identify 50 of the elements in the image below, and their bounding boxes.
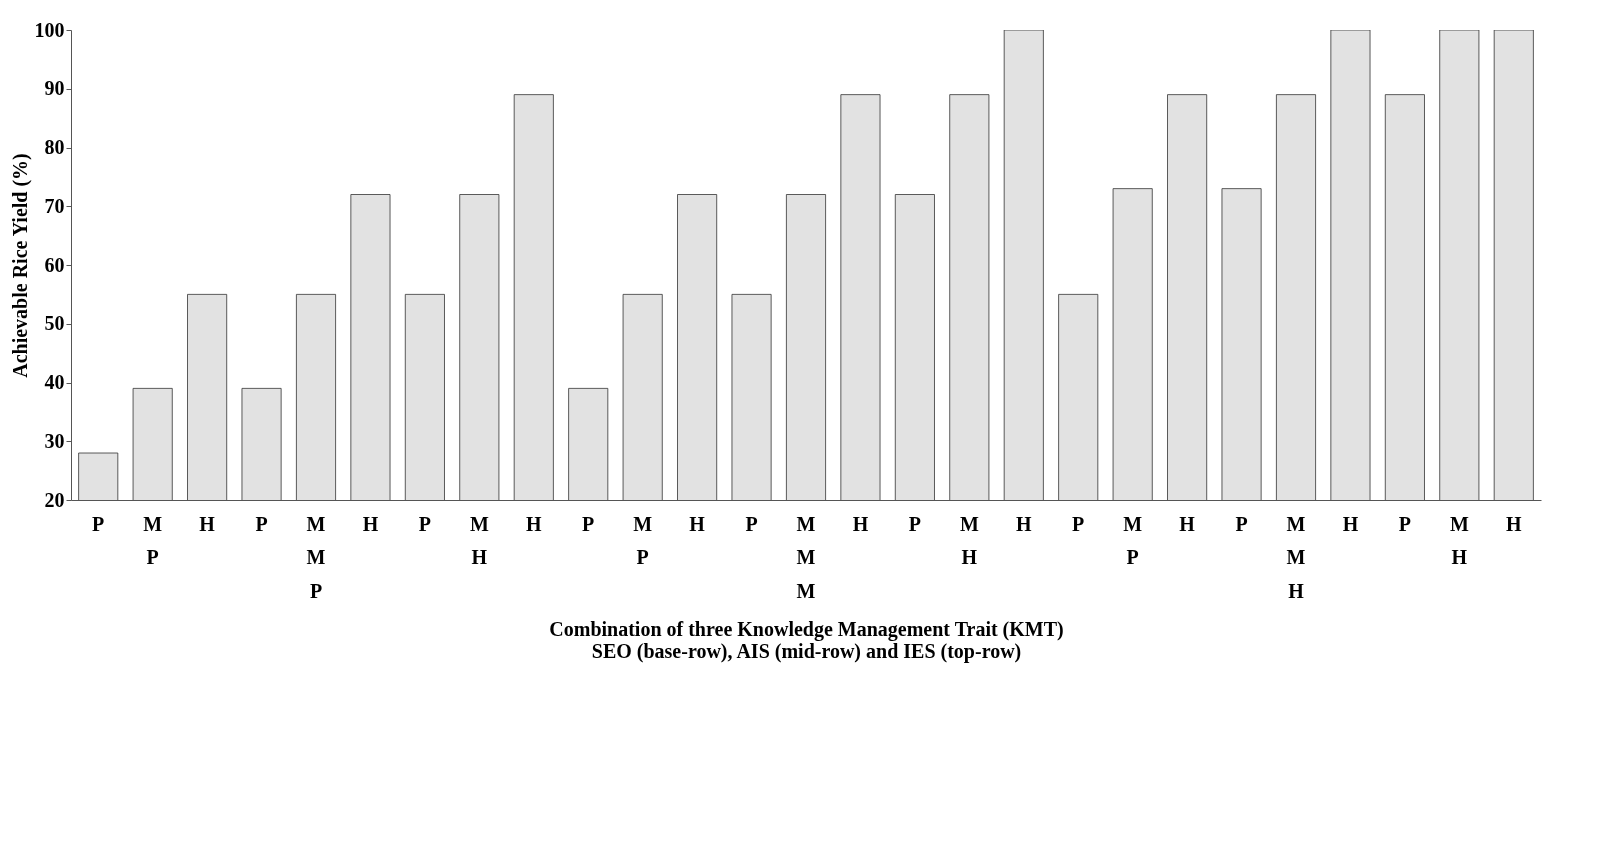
y-tick-label: 70 bbox=[44, 194, 65, 217]
x-tick-label: H bbox=[689, 512, 706, 535]
x-tick-label: P bbox=[92, 512, 105, 535]
x-tick-label: M bbox=[469, 512, 489, 535]
x-tick-label: P bbox=[1235, 512, 1248, 535]
y-tick-label: 40 bbox=[44, 371, 65, 393]
x-axis-title: Combination of three Knowledge Management Trait (KMT) SEO (base-row), AIS (mid-row) and IES (top-row) bbox=[549, 617, 1064, 663]
x-tick-label: M bbox=[633, 512, 653, 535]
x-tick-label: P bbox=[908, 512, 921, 535]
x-tick-label: M bbox=[1286, 512, 1306, 535]
y-tick-label: 90 bbox=[44, 77, 65, 100]
y-tick-label: 80 bbox=[44, 136, 65, 158]
x-tick-label: M bbox=[306, 512, 326, 535]
text: P bbox=[309, 580, 323, 602]
x-tick-label: P bbox=[745, 512, 758, 535]
text: M bbox=[796, 580, 816, 602]
x-tick-label: H bbox=[1179, 512, 1196, 535]
x-tick-label: P bbox=[418, 512, 431, 535]
x-tick-label: P bbox=[255, 512, 268, 535]
y-tick-label: 20 bbox=[44, 488, 65, 511]
y-tick-label: 100 bbox=[34, 18, 65, 41]
text: P bbox=[146, 546, 159, 568]
x-tick-label: H bbox=[1342, 512, 1359, 535]
x-tick-label: M bbox=[143, 512, 163, 535]
x-tick-label: M bbox=[959, 512, 979, 535]
text: H bbox=[961, 546, 978, 568]
y-tick-label: 50 bbox=[44, 312, 65, 335]
text: H bbox=[471, 546, 488, 568]
x-tick-label: H bbox=[362, 512, 379, 535]
x-tick-label: M bbox=[796, 512, 816, 535]
y-tick-label: 30 bbox=[44, 429, 65, 452]
text: M bbox=[1286, 546, 1306, 568]
text: H bbox=[1451, 546, 1468, 568]
text: P bbox=[636, 546, 649, 568]
text: P bbox=[1126, 546, 1139, 568]
x-tick-label: P bbox=[1398, 512, 1411, 535]
x-tick-label: H bbox=[199, 512, 216, 535]
text: H bbox=[1288, 580, 1305, 602]
y-axis-title: Achievable Rice Yield (%) bbox=[8, 153, 32, 378]
y-tick-label: 60 bbox=[44, 253, 65, 276]
x-tick-label: H bbox=[852, 512, 869, 535]
x-tick-label: M bbox=[1123, 512, 1143, 535]
x-tick-label: H bbox=[1506, 512, 1522, 535]
x-tick-label: P bbox=[582, 512, 595, 535]
x-tick-label: H bbox=[1016, 512, 1032, 535]
x-tick-label: H bbox=[526, 512, 542, 535]
x-tick-label: P bbox=[1072, 512, 1085, 535]
text: M bbox=[796, 546, 816, 568]
text: M bbox=[306, 546, 326, 568]
x-tick-label: M bbox=[1449, 512, 1469, 535]
